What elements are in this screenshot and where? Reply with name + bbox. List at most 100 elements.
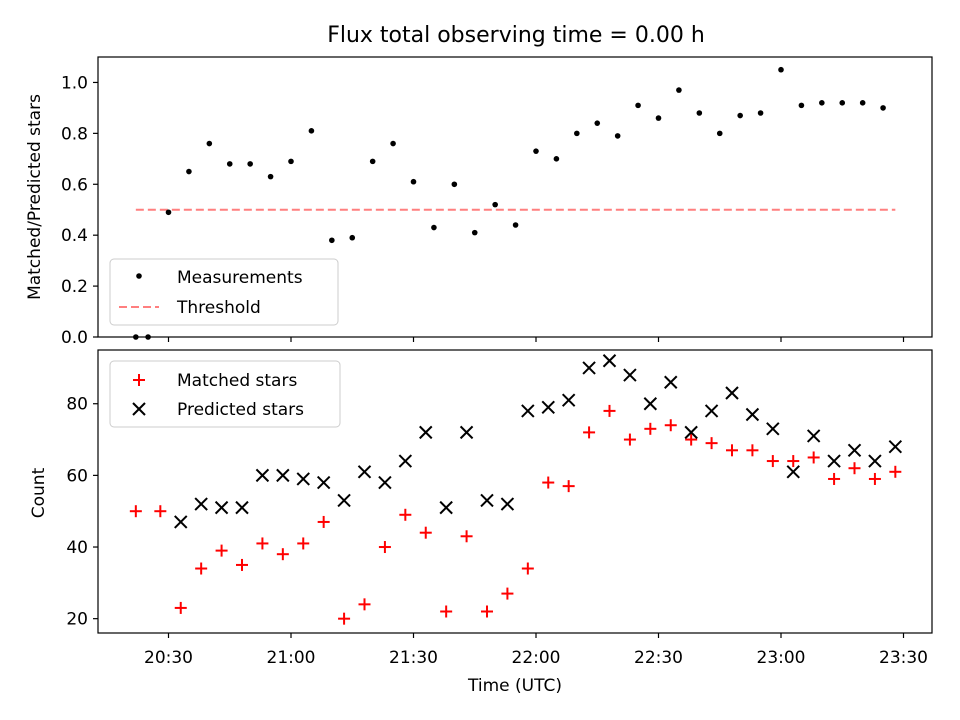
measurement-point — [553, 156, 560, 162]
predicted-star-point — [174, 515, 188, 529]
matched-star-point — [664, 419, 677, 432]
predicted-star-point — [745, 407, 760, 422]
matched-star-point — [644, 422, 657, 435]
matched-star-point — [297, 537, 310, 550]
measurement-point — [716, 130, 723, 137]
measurement-point — [676, 87, 682, 93]
matched-star-point — [746, 444, 759, 457]
predicted-star-point — [500, 497, 515, 511]
measurement-point — [390, 140, 396, 147]
predicted-star-point — [194, 497, 208, 511]
predicted-star-point — [419, 425, 433, 440]
matched-star-point — [419, 526, 432, 539]
top-legend: Measurements Threshold — [109, 258, 339, 326]
matched-star-point — [338, 612, 351, 625]
top-y-tick-label: 0.4 — [61, 226, 88, 246]
measurement-point — [226, 161, 233, 167]
matched-star-point — [501, 587, 514, 600]
matched-star-point — [583, 426, 596, 439]
predicted-star-point — [847, 443, 862, 458]
legend-predicted-label: Predicted stars — [177, 400, 304, 420]
predicted-star-point — [214, 500, 229, 515]
matched-star-point — [129, 505, 142, 518]
matched-star-point — [848, 462, 861, 475]
measurement-point — [757, 110, 764, 116]
top-y-ticks: 0.0 0.2 0.4 0.6 0.8 1.0 — [61, 73, 98, 348]
predicted-star-point — [582, 361, 596, 375]
top-legend-box — [109, 258, 339, 326]
bottom-y-tick-label: 80 — [66, 395, 88, 415]
bottom-y-ticks: 20 40 60 80 — [66, 395, 98, 630]
measurement-point — [574, 130, 580, 137]
predicted-star-point — [255, 468, 270, 483]
bottom-x-tick-label: 21:30 — [389, 648, 438, 668]
matched-star-point — [481, 605, 493, 618]
matched-star-point — [174, 601, 187, 614]
measurement-point — [737, 112, 743, 119]
bottom-axes-frame — [97, 349, 933, 634]
measurement-point — [594, 120, 601, 126]
measurement-point — [839, 100, 846, 106]
legend-measurements-marker — [136, 273, 142, 279]
predicted-star-point — [766, 422, 780, 436]
matched-star-point — [623, 433, 636, 446]
top-y-tick-label: 0.2 — [61, 277, 88, 297]
matched-star-point — [766, 455, 779, 468]
predicted-star-point — [786, 465, 800, 479]
predicted-star-point — [806, 429, 821, 443]
matched-star-point — [726, 444, 738, 457]
top-axes-frame — [97, 56, 933, 338]
predicted-star-point — [521, 404, 535, 418]
predicted-star-point — [561, 393, 576, 407]
matched-star-point — [399, 508, 412, 521]
measurement-point — [247, 161, 253, 167]
bottom-y-tick-label: 40 — [66, 538, 88, 558]
bottom-x-tick-label: 23:00 — [757, 648, 806, 668]
matched-star-point — [460, 530, 473, 543]
predicted-star-point — [827, 454, 841, 468]
measurement-point — [206, 140, 213, 147]
predicted-star-point — [439, 500, 453, 515]
measurement-point — [308, 128, 315, 134]
predicted-star-point — [337, 493, 351, 508]
measurement-point — [165, 209, 172, 216]
predicted-star-point — [623, 368, 637, 382]
predicted-star-point — [296, 472, 310, 486]
matched-star-point — [868, 472, 881, 485]
predicted-star-point — [316, 475, 331, 490]
matched-star-point — [562, 480, 575, 493]
matched-star-point — [154, 505, 167, 518]
bottom-y-tick-label: 20 — [66, 610, 88, 630]
measurement-point — [186, 168, 192, 175]
bottom-y-tick-label: 60 — [66, 466, 88, 486]
measurement-point — [696, 110, 703, 116]
predicted-star-point — [602, 354, 617, 368]
bottom-legend-box — [109, 360, 341, 428]
measurement-point — [369, 158, 376, 165]
measurement-point — [329, 237, 335, 244]
bottom-x-tick-label: 23:30 — [879, 648, 928, 668]
matched-star-point — [378, 541, 391, 554]
matched-star-point — [195, 562, 208, 575]
matched-star-point — [889, 465, 902, 478]
matched-star-point — [440, 605, 453, 618]
measurement-point — [288, 158, 294, 165]
matched-star-point — [276, 548, 289, 561]
predicted-star-point — [480, 493, 494, 508]
bottom-x-tick-label: 22:30 — [634, 648, 683, 668]
measurement-point — [655, 115, 662, 121]
measurement-point — [859, 100, 866, 106]
top-y-tick-label: 0.6 — [61, 175, 88, 195]
matched-star-point — [807, 451, 820, 464]
top-x-ticks — [167, 337, 905, 342]
predicted-star-point — [235, 500, 249, 515]
measurement-point — [512, 222, 519, 228]
measurement-point — [410, 178, 417, 185]
top-panel: Flux total observing time = 0.00 h Match… — [25, 23, 933, 348]
bottom-x-tick-label: 20:30 — [144, 648, 193, 668]
measurement-point — [533, 148, 539, 154]
bottom-legend: Matched stars Predicted stars — [109, 360, 341, 428]
legend-measurements-label: Measurements — [177, 268, 303, 288]
bottom-x-tick-label: 22:00 — [512, 648, 561, 668]
